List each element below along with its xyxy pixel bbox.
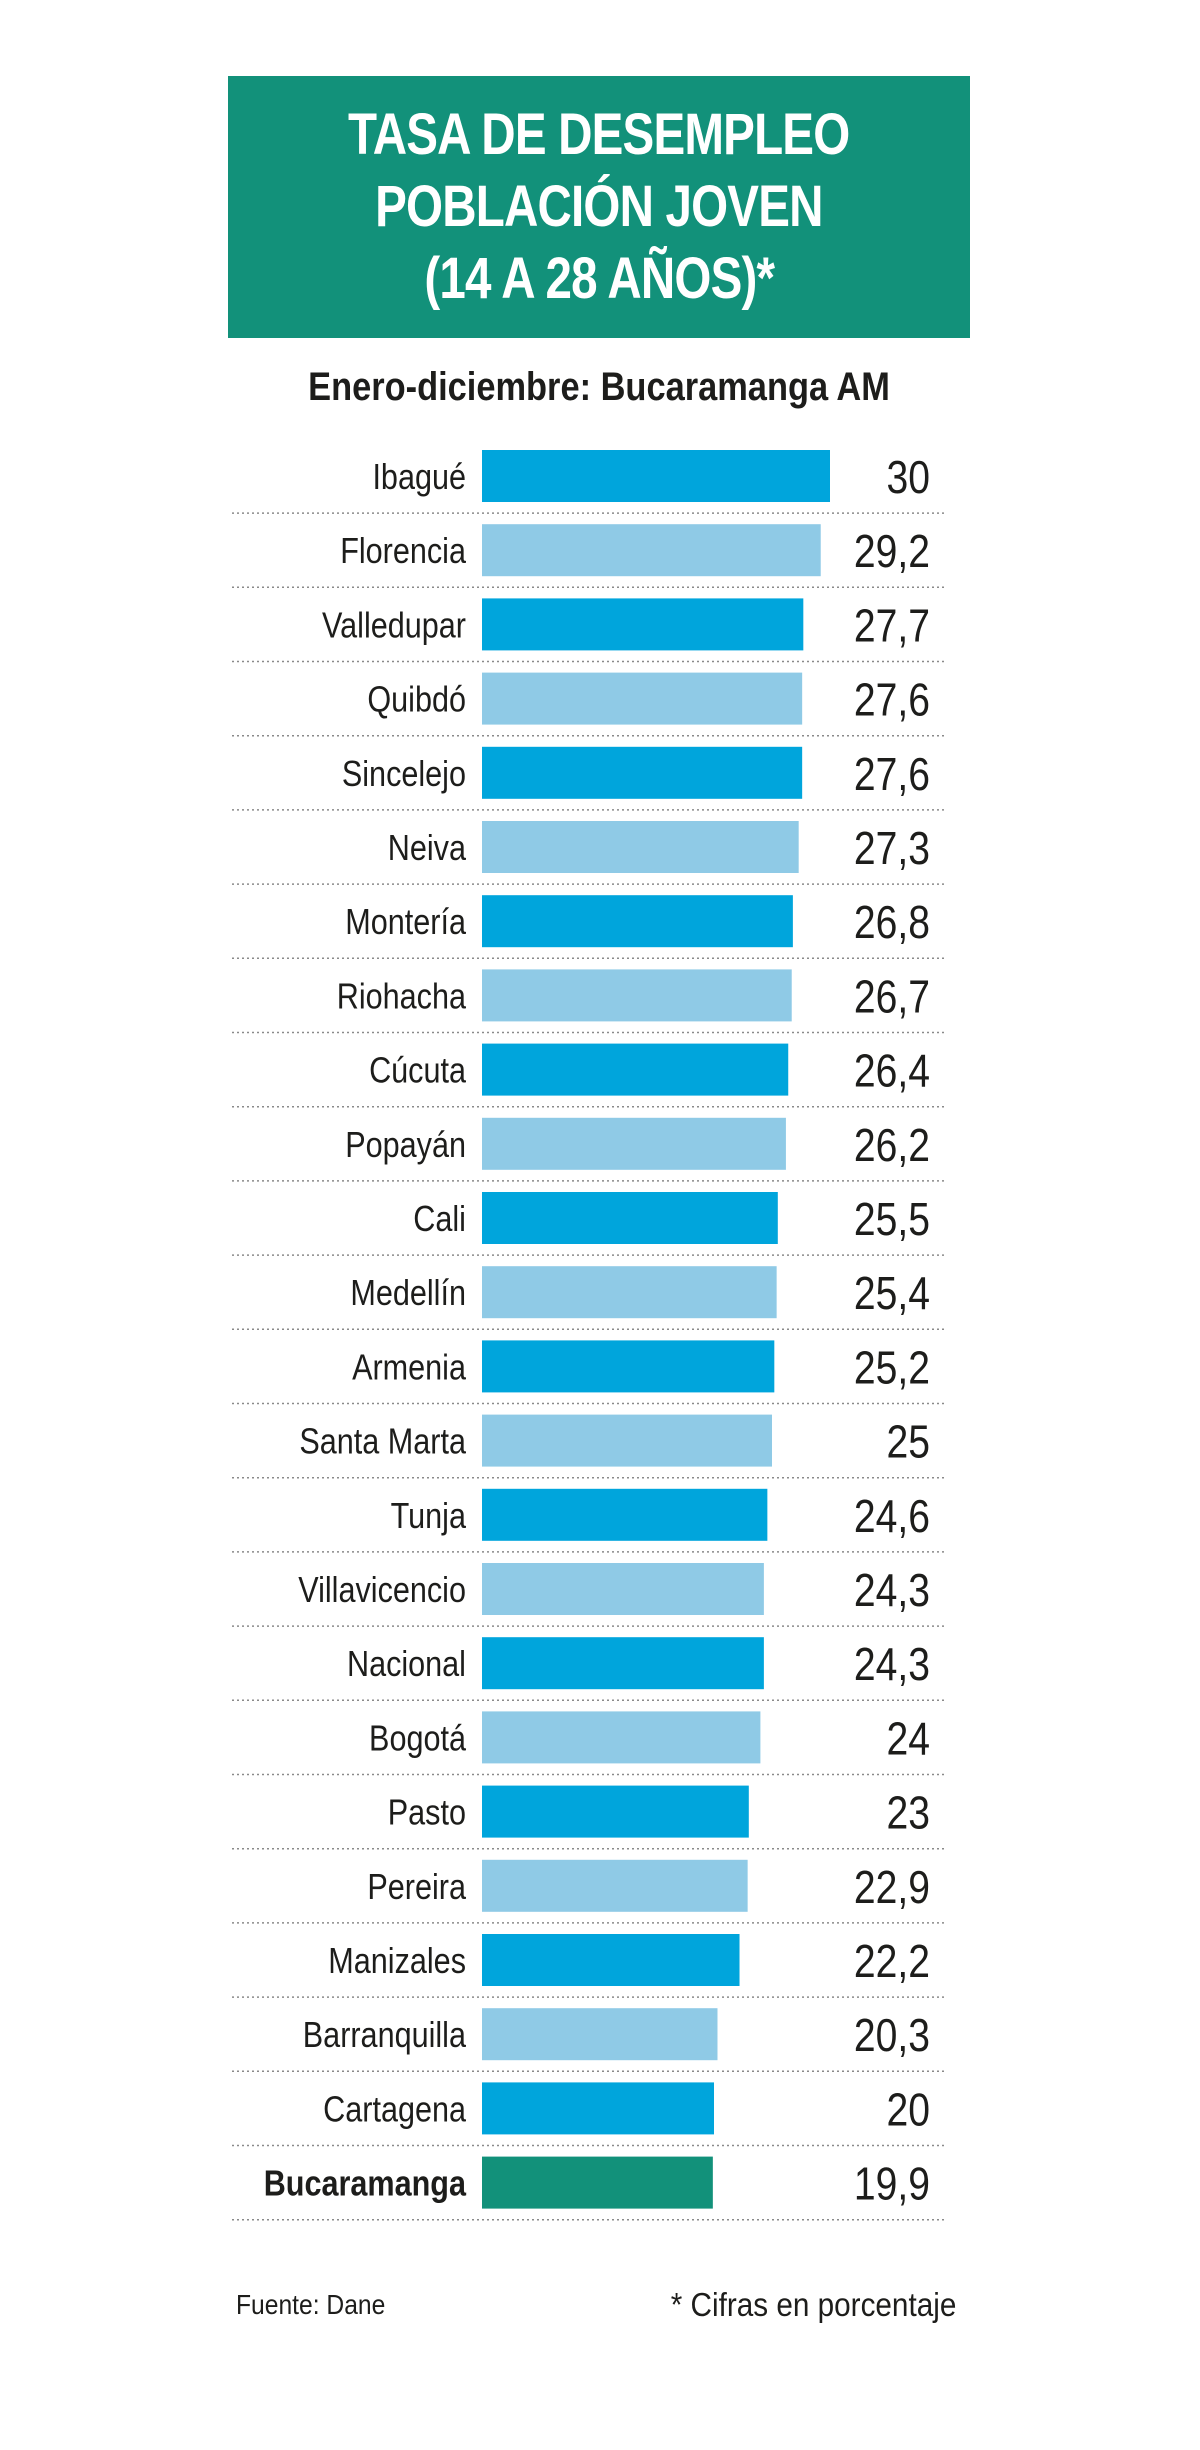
- bar-montería: [482, 895, 793, 948]
- category-label: Nacional: [347, 1645, 466, 1685]
- value-label: 27,6: [854, 675, 930, 727]
- bar-bucaramanga: [482, 2156, 713, 2209]
- bar-sincelejo: [482, 746, 803, 799]
- title-banner: TASA DE DESEMPLEO POBLACIÓN JOVEN (14 A …: [228, 76, 970, 338]
- category-label: Pereira: [367, 1868, 466, 1908]
- category-label: Quibdó: [367, 680, 466, 720]
- category-label: Pasto: [388, 1793, 466, 1833]
- value-label: 26,8: [854, 897, 930, 949]
- value-label: 19,9: [854, 2159, 930, 2211]
- category-label: Santa Marta: [299, 1422, 466, 1462]
- category-label: Valledupar: [322, 606, 466, 646]
- value-label: 25,2: [854, 1342, 930, 1394]
- category-label: Montería: [345, 903, 466, 943]
- value-label: 24,6: [854, 1491, 930, 1543]
- bar-barranquilla: [482, 2008, 718, 2061]
- category-label: Cúcuta: [369, 1051, 466, 1091]
- value-label: 25: [887, 1417, 930, 1469]
- value-label: 26,4: [854, 1046, 930, 1098]
- category-label: Villavicencio: [298, 1571, 466, 1611]
- bar-quibdó: [482, 672, 803, 725]
- category-label: Bucaramanga: [264, 2164, 467, 2204]
- value-label: 22,9: [854, 1862, 930, 1914]
- bar-valledupar: [482, 598, 804, 651]
- unit-note: * Cifras en porcentaje: [670, 2286, 956, 2323]
- bar-florencia: [482, 524, 821, 577]
- bar-pereira: [482, 1859, 748, 1912]
- category-label: Medellín: [350, 1274, 466, 1314]
- value-label: 25,5: [854, 1194, 930, 1246]
- bar-ibagué: [482, 450, 830, 502]
- bar-cúcuta: [482, 1043, 789, 1096]
- bar-cartagena: [482, 2082, 714, 2135]
- bar-pasto: [482, 1785, 749, 1838]
- value-label: 26,2: [854, 1120, 930, 1172]
- chart-subtitle: Enero-diciembre: Bucaramanga AM: [308, 365, 890, 409]
- title-line-2: POBLACIÓN JOVEN: [375, 174, 823, 239]
- category-label: Barranquilla: [303, 2016, 467, 2056]
- category-label: Popayán: [345, 1126, 466, 1166]
- bar-medellín: [482, 1266, 777, 1319]
- value-label: 30: [887, 452, 930, 504]
- value-label: 24,3: [854, 1565, 930, 1617]
- value-label: 27,6: [854, 749, 930, 801]
- category-label: Armenia: [352, 1348, 466, 1388]
- bar-tunja: [482, 1488, 768, 1541]
- category-label: Ibagué: [372, 458, 466, 498]
- category-label: Riohacha: [337, 977, 467, 1017]
- bar-popayán: [482, 1117, 786, 1170]
- value-label: 23: [887, 1788, 930, 1840]
- value-label: 20: [887, 2084, 930, 2136]
- value-label: 27,7: [854, 600, 930, 652]
- category-label: Bogotá: [369, 1719, 466, 1759]
- bar-cali: [482, 1192, 778, 1244]
- value-label: 26,7: [854, 971, 930, 1023]
- bar-bogotá: [482, 1711, 761, 1764]
- bar-neiva: [482, 821, 799, 873]
- category-label: Florencia: [340, 532, 466, 572]
- value-label: 25,4: [854, 1268, 930, 1320]
- source-note: Fuente: Dane: [236, 2289, 386, 2320]
- value-label: 24: [887, 1713, 930, 1765]
- bar-armenia: [482, 1340, 775, 1393]
- category-label: Sincelejo: [342, 755, 466, 795]
- title-line-1: TASA DE DESEMPLEO: [348, 102, 850, 167]
- bar-santa-marta: [482, 1414, 772, 1467]
- value-label: 24,3: [854, 1639, 930, 1691]
- category-label: Manizales: [328, 1942, 466, 1982]
- title-line-3: (14 A 28 AÑOS)*: [424, 246, 775, 311]
- bar-nacional: [482, 1637, 764, 1690]
- value-label: 29,2: [854, 526, 930, 578]
- value-label: 22,2: [854, 1936, 930, 1988]
- bar-villavicencio: [482, 1563, 764, 1615]
- category-label: Tunja: [391, 1497, 467, 1537]
- bar-riohacha: [482, 969, 792, 1022]
- bar-manizales: [482, 1934, 740, 1986]
- category-label: Cali: [413, 1200, 466, 1240]
- category-label: Neiva: [388, 829, 467, 869]
- value-label: 27,3: [854, 823, 930, 875]
- category-label: Cartagena: [323, 2090, 466, 2130]
- value-label: 20,3: [854, 2010, 930, 2062]
